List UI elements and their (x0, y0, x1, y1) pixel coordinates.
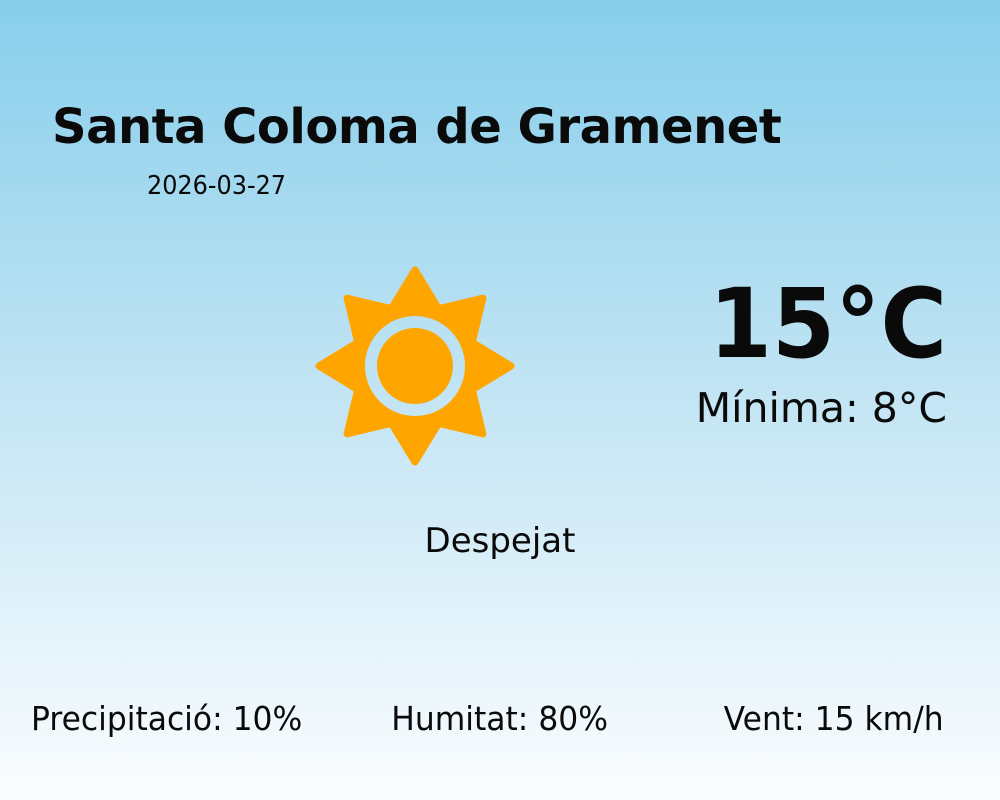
metrics-row: Precipitació: 10% Humitat: 80% Vent: 15 … (0, 702, 1000, 735)
min-temperature-label: Mínima: 8°C (695, 384, 947, 432)
sun-icon (305, 256, 525, 476)
metric-precipitation: Precipitació: 10% (31, 699, 303, 738)
date-label: 2026-03-27 (147, 171, 287, 201)
temperature-value: 15°C (708, 268, 947, 380)
page-title: Santa Coloma de Gramenet (52, 99, 782, 155)
condition-label: Despejat (424, 521, 576, 561)
metric-humidity: Humitat: 80% (391, 699, 609, 738)
metric-wind: Vent: 15 km/h (723, 699, 944, 738)
